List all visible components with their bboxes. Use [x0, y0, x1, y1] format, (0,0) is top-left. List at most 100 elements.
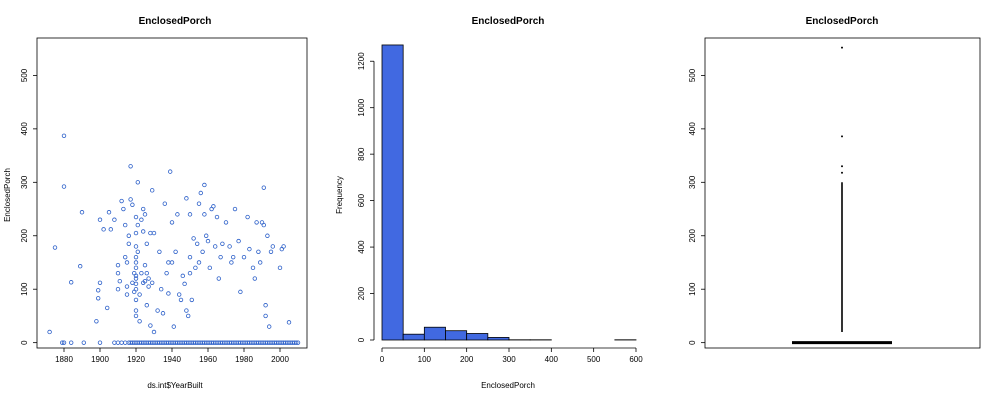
- data-point: [146, 284, 151, 289]
- data-point: [203, 233, 209, 238]
- y-tick-label: 300: [688, 175, 697, 189]
- data-point: [198, 190, 203, 196]
- data-point: [133, 287, 139, 292]
- data-point: [265, 233, 270, 238]
- scatter-y-label: EnclosedPorch: [3, 168, 12, 222]
- data-point: [135, 249, 140, 254]
- y-tick-label: 1000: [357, 98, 366, 116]
- scatter-x-label: ds.int$YearBuilt: [147, 381, 203, 390]
- data-point: [135, 180, 140, 185]
- data-point: [149, 280, 155, 285]
- data-point: [115, 340, 121, 345]
- data-point: [68, 280, 74, 285]
- data-point: [202, 182, 207, 188]
- data-point: [151, 230, 157, 236]
- data-point: [104, 305, 110, 311]
- x-tick-label: 500: [587, 355, 601, 364]
- x-tick-label: 1960: [199, 355, 217, 364]
- data-point: [218, 254, 223, 260]
- data-point: [115, 262, 121, 268]
- data-point: [220, 241, 225, 246]
- data-point: [187, 270, 193, 276]
- data-point: [189, 297, 194, 303]
- scatter-title: EnclosedPorch: [139, 16, 212, 27]
- outlier-point: [841, 46, 843, 49]
- data-point: [261, 185, 266, 190]
- data-point: [158, 287, 164, 292]
- data-point: [144, 241, 149, 246]
- data-point: [97, 340, 103, 345]
- histogram-bar: [466, 333, 489, 341]
- data-point: [205, 238, 211, 244]
- data-point: [230, 254, 236, 260]
- boxplot-y-axis: 0 100 200 300 400 500: [688, 68, 705, 345]
- data-point: [173, 249, 178, 254]
- data-point: [133, 244, 139, 249]
- scatter-panel: EnclosedPorch 1880 1900 1920 1940 1960 1980 20…: [3, 16, 308, 390]
- data-point: [122, 254, 128, 260]
- data-point: [187, 254, 193, 260]
- data-point: [236, 238, 241, 244]
- data-point: [277, 265, 283, 271]
- data-point: [166, 291, 171, 296]
- data-point: [61, 133, 67, 139]
- data-point: [95, 288, 101, 293]
- data-point: [250, 265, 256, 271]
- x-tick-label: 2000: [271, 355, 289, 364]
- data-point: [175, 212, 180, 217]
- data-point: [149, 188, 155, 193]
- y-tick-label: 100: [20, 282, 29, 296]
- data-point: [157, 249, 162, 254]
- histogram-bar: [402, 333, 425, 341]
- data-point: [247, 246, 252, 252]
- data-point: [196, 201, 202, 206]
- boxplot-plot-box: [704, 37, 981, 349]
- data-point: [133, 313, 139, 319]
- data-point: [130, 280, 135, 285]
- data-point: [133, 265, 139, 271]
- data-point: [216, 276, 221, 281]
- data-point: [223, 220, 229, 225]
- histogram-title: EnclosedPorch: [472, 16, 545, 27]
- data-point: [178, 297, 184, 303]
- x-tick-label: 100: [418, 355, 432, 364]
- y-tick-label: 200: [688, 229, 697, 243]
- data-point: [238, 289, 243, 295]
- x-tick-label: 0: [380, 355, 385, 364]
- data-point: [106, 210, 112, 215]
- histogram-x-axis: 0 100 200 300 400 500 600: [380, 347, 643, 364]
- scatter-points: [47, 133, 301, 345]
- data-point: [258, 260, 263, 265]
- data-point: [191, 236, 196, 241]
- data-point: [263, 313, 268, 319]
- x-tick-label: 600: [629, 355, 643, 364]
- data-point: [124, 260, 130, 265]
- data-point: [144, 303, 149, 308]
- data-point: [140, 229, 146, 234]
- data-point: [61, 184, 67, 189]
- data-point: [252, 276, 257, 281]
- data-point: [133, 297, 139, 303]
- data-point: [124, 284, 130, 289]
- data-point: [166, 260, 171, 265]
- data-point: [184, 196, 189, 201]
- data-point: [148, 230, 153, 236]
- y-tick-label: 0: [357, 337, 366, 342]
- data-point: [133, 254, 139, 260]
- data-point: [135, 222, 140, 228]
- data-point: [160, 311, 166, 316]
- y-tick-label: 500: [688, 68, 697, 82]
- data-point: [133, 260, 139, 265]
- data-point: [126, 241, 131, 246]
- y-tick-label: 400: [357, 240, 366, 254]
- histogram-bar: [423, 326, 446, 341]
- y-tick-label: 200: [20, 229, 29, 243]
- data-point: [148, 323, 153, 328]
- data-point: [121, 206, 126, 212]
- data-point: [137, 292, 142, 297]
- data-point: [151, 329, 157, 335]
- data-point: [77, 264, 83, 269]
- data-point: [184, 308, 189, 313]
- data-point: [68, 340, 74, 345]
